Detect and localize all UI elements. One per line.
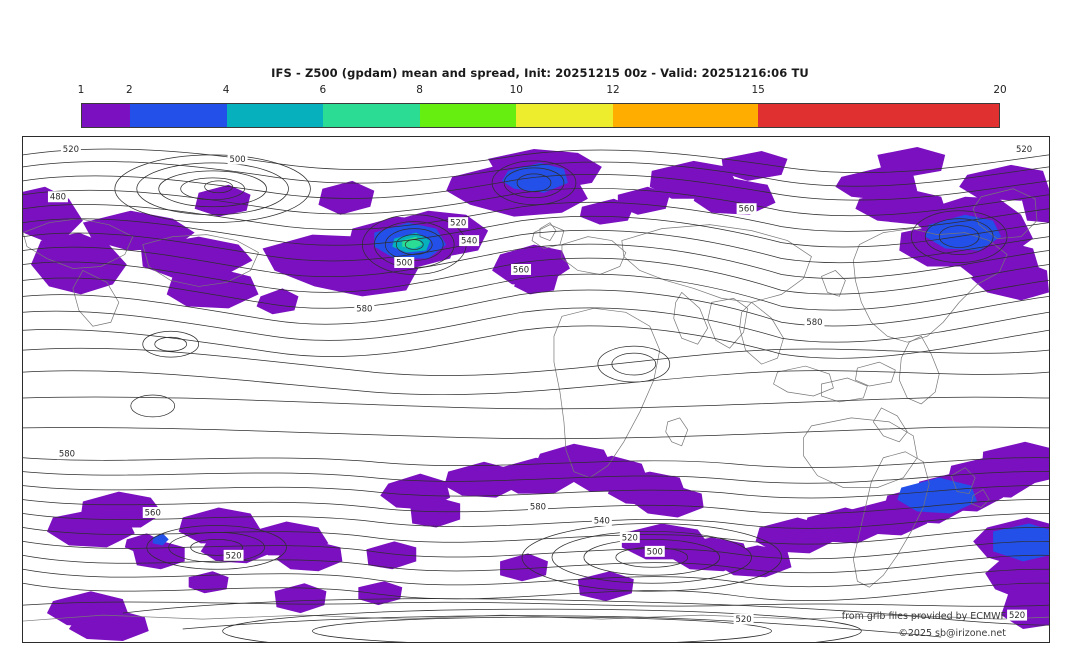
colorbar-segment-12-15: [612, 104, 758, 127]
contour-label-halo: [448, 217, 469, 229]
contour-label-halo: [227, 153, 248, 165]
colorbar: 1 2 4 6 8 10 12 15 20: [78, 84, 1007, 128]
contour-label-520: 520: [622, 532, 638, 542]
colorbar-segment-10-12: [516, 104, 613, 127]
colorbar-segment-4-6: [226, 104, 324, 127]
contour-label-halo: [1007, 609, 1028, 621]
contour-label-halo: [60, 143, 81, 155]
colorbar-tick-20: 20: [993, 84, 1007, 96]
contour-label-540: 540: [461, 236, 477, 246]
contour-label-500: 500: [647, 546, 663, 556]
contour-label-500: 500: [229, 154, 245, 164]
colorbar-tick-4: 4: [222, 84, 230, 96]
contour-label-halo: [511, 263, 532, 275]
colorbar-segment-2-4: [130, 104, 227, 127]
contour-labels: 520 500 480 520 500 520 540 560 560 580 580 580 560 5…: [47, 143, 1035, 625]
contour-label-560: 560: [513, 264, 529, 274]
contour-label-580: 580: [356, 303, 372, 313]
contour-label-500: 500: [396, 257, 412, 267]
contour-label-halo: [733, 613, 754, 625]
colorbar-tick-12: 12: [606, 84, 620, 96]
contour-label-halo: [619, 531, 640, 543]
map-figure: 520 500 480 520 500 520 540 560 560 580 580 580 560 5…: [23, 137, 1049, 642]
contour-label-520: 520: [450, 218, 466, 228]
contour-label-halo: [644, 545, 665, 557]
colorbar-segment-6-8: [323, 104, 420, 127]
colorbar-tick-1: 1: [77, 84, 85, 96]
colorbar-tick-labels: 1 2 4 6 8 10 12 15 20: [77, 84, 1007, 100]
map-panel[interactable]: 520 500 480 520 500 520 540 560 560 580 580 580 560 5…: [22, 136, 1050, 643]
contour-label-halo: [142, 507, 163, 518]
contour-lines: [23, 148, 1049, 642]
contour-label-520: 520: [1009, 610, 1025, 620]
contour-label-580: 580: [806, 317, 822, 327]
contour-label-560: 560: [738, 204, 754, 214]
contour-label-halo: [736, 203, 757, 215]
colorbar-tick-15: 15: [751, 84, 765, 96]
colorbar-segment-8-10: [419, 104, 517, 127]
contour-label-520: 520: [63, 144, 79, 154]
contour-label-480: 480: [50, 192, 66, 202]
credit-source: from grib files provided by ECMWF: [841, 611, 1006, 622]
contour-label-520: 520: [736, 614, 752, 624]
colorbar-tick-6: 6: [319, 84, 327, 96]
colorbar-gradient: [81, 103, 1000, 128]
contour-label-halo: [591, 515, 612, 526]
contour-label-halo: [47, 191, 68, 203]
contour-label-580: 580: [59, 449, 75, 459]
contour-label-halo: [804, 316, 825, 328]
colorbar-segment-1-2: [82, 104, 131, 127]
page-title: IFS - Z500 (gpdam) mean and spread, Init…: [271, 66, 809, 80]
colorbar-segment-15-20: [757, 104, 999, 127]
contour-label-580: 580: [530, 502, 546, 512]
colorbar-tick-8: 8: [416, 84, 423, 96]
contour-label-520: 520: [225, 550, 241, 560]
contour-label-halo: [354, 302, 375, 314]
contour-label-halo: [1014, 143, 1035, 155]
contour-label-540: 540: [594, 515, 610, 525]
contour-label-halo: [459, 235, 480, 247]
contour-label-halo: [56, 448, 77, 460]
colorbar-tick-2: 2: [126, 84, 133, 96]
contour-label-halo: [223, 549, 244, 561]
contour-label-halo: [394, 257, 415, 268]
contour-label-560: 560: [145, 508, 161, 518]
contour-label-520: 520: [1016, 144, 1032, 154]
contour-label-halo: [528, 501, 548, 513]
colorbar-tick-10: 10: [509, 84, 523, 96]
credit-copyright: ©2025 sb@irizone.net: [898, 628, 1006, 639]
